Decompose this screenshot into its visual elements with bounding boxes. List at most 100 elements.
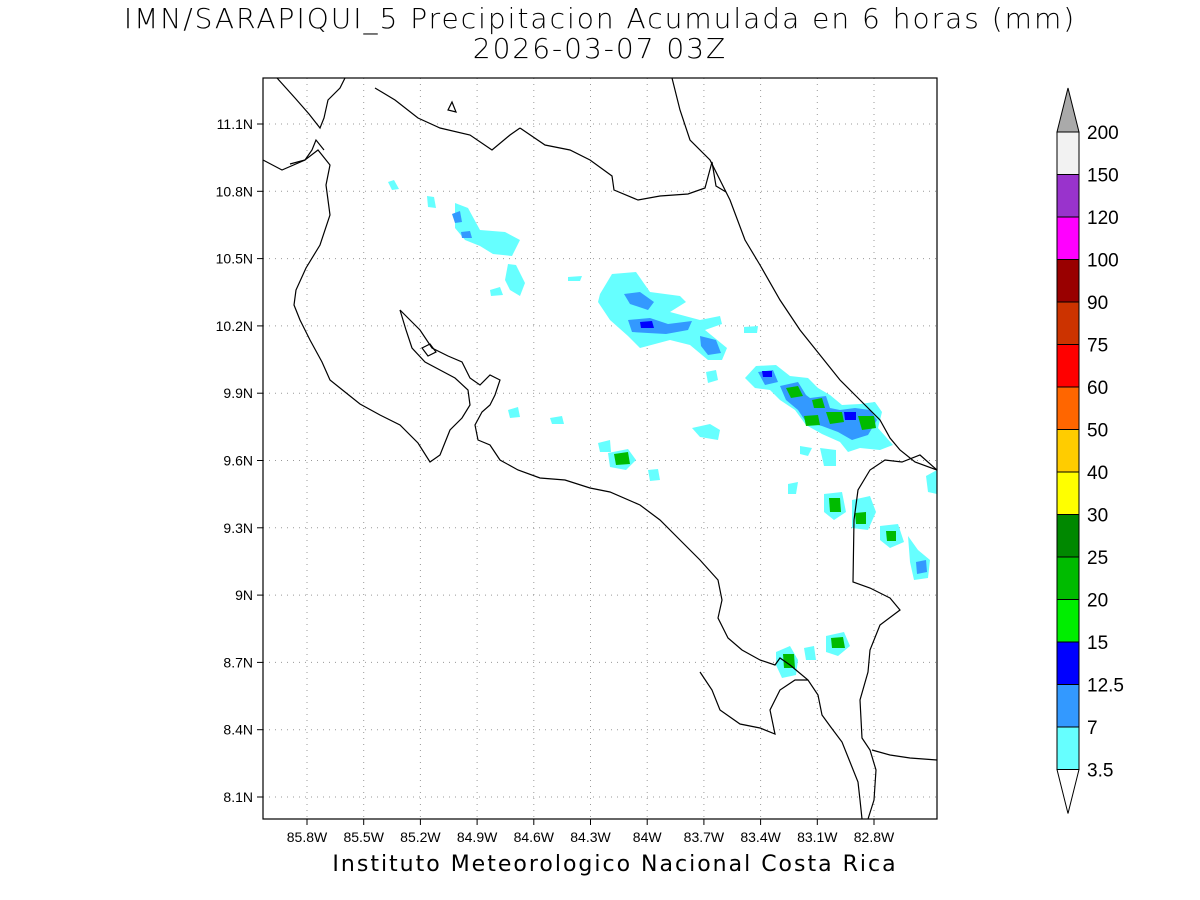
nicoya-island [421,343,437,357]
colorbar-swatch [1056,599,1080,643]
precip-area [831,637,845,648]
colorbar-label: 7 [1087,718,1098,739]
colorbar-label: 50 [1087,421,1108,442]
colorbar-swatch [1056,684,1080,728]
x-tick-label: 84.3W [570,829,611,845]
colorbar-swatch [1056,429,1080,473]
y-tick-label: 9.9N [223,385,253,401]
small-island [447,100,457,113]
colorbar-under-triangle [1056,769,1080,814]
colorbar-label: 15 [1087,633,1108,654]
colorbar-swatch [1056,726,1080,770]
precip-area [926,470,937,494]
y-tick-label: 10.5N [216,251,253,267]
y-tick-label: 8.4N [223,722,253,738]
colorbar-swatch [1056,131,1080,175]
precip-area [826,412,844,424]
map-frame [262,77,938,820]
map-grid [263,78,937,819]
y-tick-label: 8.7N [223,654,253,670]
golfo-dulce [871,749,937,761]
y-tick-label: 11.1N [217,116,253,132]
colorbar-swatch [1056,301,1080,345]
northwest-coast [263,138,325,171]
precip-area [886,531,896,541]
precip-area [744,326,758,333]
colorbar-label: 100 [1087,251,1119,272]
footer-credit: Instituto Meteorologico Nacional Costa R… [332,852,898,877]
colorbar: 200 150 120 100 90 75 60 50 40 30 25 20 15 12.5 7 3.5 [1056,87,1124,814]
colorbar-label: 200 [1087,123,1119,144]
precip-area [762,371,772,377]
caribbean-coast [671,78,937,471]
precip-area [844,412,856,420]
y-tick-label: 8.1N [223,789,253,805]
colorbar-swatch [1056,556,1080,600]
nicaragua-lake-coast [374,87,521,151]
x-tick-label: 83.7W [684,829,725,845]
precip-area [505,264,525,296]
precip-area [700,336,721,355]
colorbar-label: 3.5 [1087,761,1113,782]
colorbar-label: 150 [1087,166,1119,187]
colorbar-swatch [1056,386,1080,430]
x-tick-label: 85.2W [400,829,441,845]
precip-area [804,415,820,426]
precip-area [800,446,812,456]
x-tick-label: 83.4W [740,829,781,845]
precip-area [858,416,876,430]
colorbar-label: 60 [1087,378,1108,399]
precip-area [706,370,718,383]
x-tick-label: 82.8W [854,829,895,845]
precip-area [490,287,503,296]
map-title: IMN/SARAPIQUI_5 Precipitacion Acumulada … [123,2,1077,35]
precip-area [388,180,399,190]
precip-area [640,321,654,328]
nicoya-gulf [399,309,863,819]
precip-area [855,512,866,524]
precip-area [461,231,472,238]
colorbar-label: 90 [1087,293,1108,314]
colorbar-label: 40 [1087,463,1108,484]
colorbar-swatch [1056,174,1080,218]
precip-area [829,498,841,512]
precip-area [788,482,798,494]
nicaragua-border [519,127,727,201]
precip-area [786,386,803,398]
precip-area [820,448,836,466]
y-tick-label: 9.3N [223,520,253,536]
nicaragua-border-coast [276,78,346,130]
map-datetime: 2026-03-07 03Z [472,32,728,65]
colorbar-label: 30 [1087,506,1108,527]
colorbar-swatch [1056,641,1080,685]
precip-area [916,560,927,574]
x-tick-label: 84.9W [457,829,498,845]
colorbar-swatch [1056,216,1080,260]
coastline [263,78,937,819]
y-tick-label: 9N [235,587,253,603]
y-axis: 11.1N 10.8N 10.5N 10.2N 9.9N 9.6N 9.3N 9N 8.7N 8.… [216,116,263,805]
colorbar-over-triangle [1056,87,1080,133]
x-tick-label: 85.8W [287,829,328,845]
precip-area [783,654,795,668]
colorbar-swatch [1056,259,1080,303]
precip-area [568,276,582,281]
colorbar-label: 12.5 [1087,676,1124,697]
pacific-coast-nicoya [289,149,471,463]
colorbar-label: 120 [1087,208,1119,229]
colorbar-swatch [1056,344,1080,388]
x-tick-label: 84.6W [514,829,555,845]
y-tick-label: 9.6N [223,453,253,469]
x-tick-label: 85.5W [343,829,384,845]
x-tick-label: 83.1W [797,829,838,845]
precip-area [692,424,720,440]
precip-area [452,211,462,223]
colorbar-label: 20 [1087,591,1108,612]
precip-area [614,452,630,465]
precip-area [804,646,816,660]
precipitation-field [388,180,937,678]
precip-area [427,196,436,208]
y-tick-label: 10.8N [216,183,253,199]
precip-area [598,440,611,452]
